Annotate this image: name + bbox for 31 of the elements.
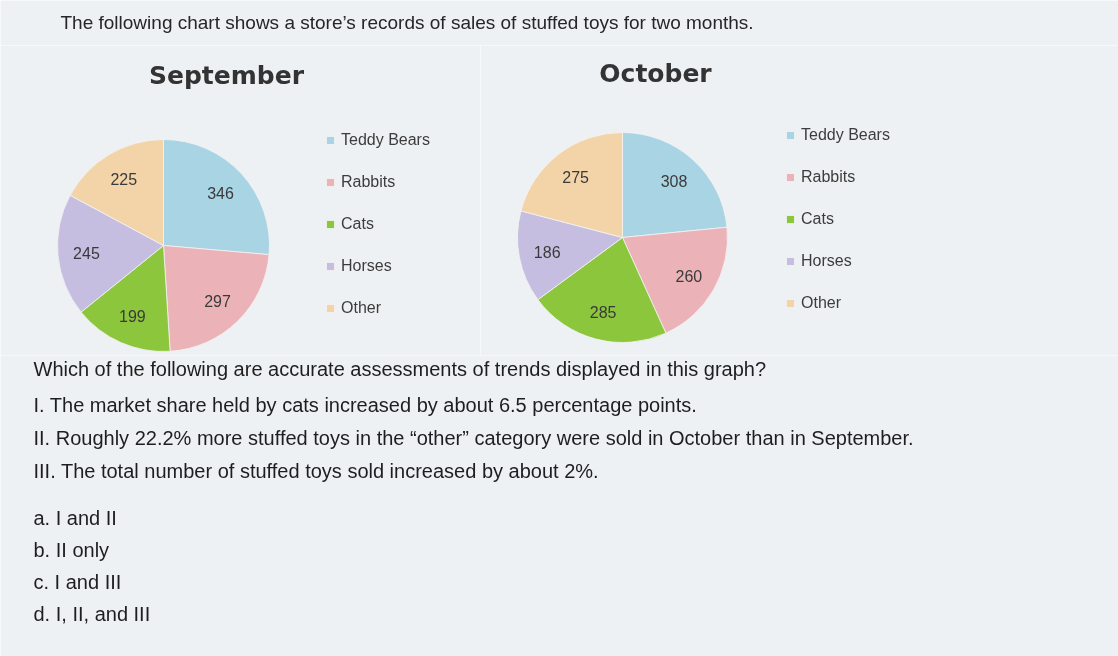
text: b. II only [33,538,110,561]
data-label: 346 [207,185,234,203]
legend-label: Rabbits [801,168,856,186]
legend-label: Other [801,294,842,312]
legend-label: Teddy Bears [801,126,890,144]
legend-label: Cats [341,215,374,233]
text: a. I and II [33,506,117,529]
text: III. The total number of stuffed toys sold increased by about 2%. [33,459,599,482]
legend-label: Rabbits [341,173,396,191]
data-label: 199 [119,308,146,326]
data-label: 275 [562,168,590,186]
data-label: 225 [110,171,138,189]
data-label: 260 [675,267,703,285]
text: II. Roughly 22.2% more stuffed toys in the “other” category were sold in October than in September. [33,426,914,449]
text: Which of the following are accurate assessments of trends displayed in this graph? [33,357,767,380]
chart-title: September [149,61,305,90]
text: c. I and III [33,570,122,593]
legend-label: Cats [801,210,834,228]
data-label: 186 [533,243,561,261]
text: d. I, II, and III [33,602,151,625]
text: I. The market share held by cats increased by about 6.5 percentage points. [33,393,697,416]
chart-title: October [599,59,713,88]
legend-label: Horses [341,257,392,275]
legend-label: Teddy Bears [341,131,430,149]
data-label: 245 [73,244,100,262]
data-label: 308 [660,172,688,190]
legend-label: Horses [801,252,852,270]
data-label: 285 [589,303,617,321]
text: The following chart shows a store’s records of sales of stuffed toys for two months. [60,12,754,33]
data-label: 297 [204,292,232,310]
legend-label: Other [341,299,382,317]
